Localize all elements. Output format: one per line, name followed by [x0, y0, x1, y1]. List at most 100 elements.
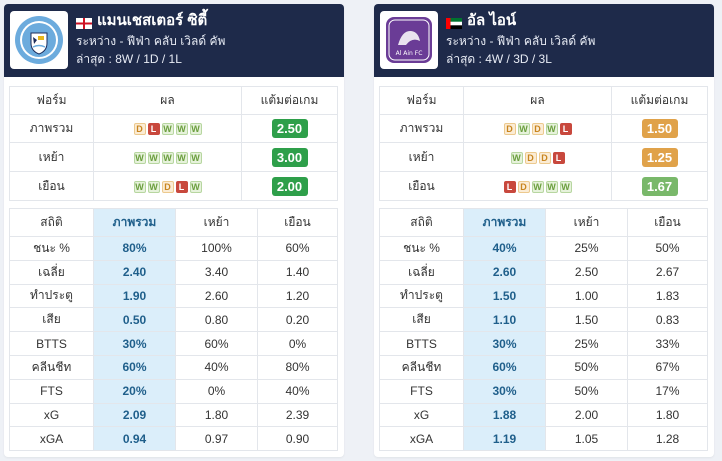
- stat-home: 2.00: [545, 402, 628, 428]
- svg-text:Al Ain FC: Al Ain FC: [396, 50, 423, 57]
- ppg-cell: 1.50: [611, 114, 708, 143]
- result-win-badge[interactable]: W: [133, 151, 146, 164]
- table-row: BTTS 30% 25% 33%: [379, 331, 708, 356]
- al-ain-crest-icon: Al Ain FC: [386, 17, 432, 63]
- stat-away: 2.67: [627, 259, 708, 285]
- stat-label: คลีนชีท: [9, 354, 94, 380]
- stat-overall: 1.10: [463, 307, 546, 333]
- stat-label: BTTS: [379, 331, 464, 356]
- stat-away: 0.83: [627, 307, 708, 333]
- result-draw-badge[interactable]: D: [531, 123, 544, 136]
- result-win-badge[interactable]: W: [133, 180, 146, 193]
- stat-overall: 40%: [463, 236, 546, 261]
- form-table: ฟอร์ม ผล แต้มต่อเกม ภาพรวม D W D W L 1.50 เหย้า…: [379, 86, 708, 201]
- table-row: ทำประตู 1.50 1.00 1.83: [379, 283, 708, 309]
- stat-away: 0.90: [257, 426, 338, 452]
- ppg-badge: 3.00: [271, 147, 308, 167]
- result-win-badge[interactable]: W: [531, 180, 544, 193]
- stat-away: 2.39: [257, 402, 338, 428]
- result-draw-badge[interactable]: D: [538, 151, 551, 164]
- team-logo[interactable]: Al Ain FC: [380, 11, 438, 69]
- result-win-badge[interactable]: W: [161, 151, 174, 164]
- home-header[interactable]: เหย้า: [545, 208, 628, 237]
- result-win-badge[interactable]: W: [175, 123, 188, 136]
- result-draw-badge[interactable]: D: [133, 123, 146, 136]
- stats-table: สถิติ ภาพรวม เหย้า เยือน ชนะ % 40% 25% 50% เ…: [379, 208, 708, 452]
- result-win-badge[interactable]: W: [189, 151, 202, 164]
- stat-overall: 0.50: [93, 307, 176, 333]
- result-draw-badge[interactable]: D: [161, 180, 174, 193]
- table-row: คลีนชีท 60% 40% 80%: [9, 354, 338, 380]
- stat-overall: 1.88: [463, 402, 546, 428]
- result-header: ผล: [93, 86, 242, 115]
- overall-header[interactable]: ภาพรวม: [93, 208, 176, 237]
- stat-away: 60%: [257, 236, 338, 261]
- table-row: เฉลี่ย 2.60 2.50 2.67: [379, 259, 708, 285]
- result-win-badge[interactable]: W: [517, 123, 530, 136]
- stat-home: 1.80: [175, 402, 258, 428]
- form-label: ภาพรวม: [9, 114, 94, 143]
- stat-away: 67%: [627, 354, 708, 380]
- stat-label: เฉลี่ย: [379, 259, 464, 285]
- stat-overall: 0.94: [93, 426, 176, 452]
- stat-overall: 30%: [463, 331, 546, 356]
- result-win-badge[interactable]: W: [147, 180, 160, 193]
- overall-header[interactable]: ภาพรวม: [463, 208, 546, 237]
- team-name[interactable]: แมนเชสเตอร์ ซิตี้: [97, 12, 208, 29]
- stat-home: 2.60: [175, 283, 258, 309]
- stat-away: 50%: [627, 236, 708, 261]
- result-draw-badge[interactable]: D: [524, 151, 537, 164]
- stat-home: 40%: [175, 354, 258, 380]
- result-loss-badge[interactable]: L: [175, 180, 188, 193]
- result-draw-badge[interactable]: D: [503, 123, 516, 136]
- table-row: เฉลี่ย 2.40 3.40 1.40: [9, 259, 338, 285]
- table-row: FTS 20% 0% 40%: [9, 378, 338, 404]
- stat-away: 1.83: [627, 283, 708, 309]
- result-win-badge[interactable]: W: [161, 123, 174, 136]
- result-loss-badge[interactable]: L: [503, 180, 516, 193]
- stat-overall: 60%: [93, 354, 176, 380]
- team-logo[interactable]: [10, 11, 68, 69]
- result-loss-badge[interactable]: L: [559, 123, 572, 136]
- last-results: ล่าสุด : 8W / 1D / 1L: [76, 52, 182, 66]
- stat-away: 1.28: [627, 426, 708, 452]
- result-win-badge[interactable]: W: [545, 180, 558, 193]
- result-win-badge[interactable]: W: [545, 123, 558, 136]
- stats-table: สถิติ ภาพรวม เหย้า เยือน ชนะ % 80% 100% 60%…: [9, 208, 338, 452]
- result-loss-badge[interactable]: L: [147, 123, 160, 136]
- result-draw-badge[interactable]: D: [517, 180, 530, 193]
- team-name-row: อัล ไอน์: [446, 12, 595, 30]
- away-header[interactable]: เยือน: [257, 208, 338, 237]
- result-loss-badge[interactable]: L: [552, 151, 565, 164]
- ppg-header: แต้มต่อเกม: [241, 86, 338, 115]
- table-row: เสีย 0.50 0.80 0.20: [9, 307, 338, 333]
- away-header[interactable]: เยือน: [627, 208, 708, 237]
- stat-label: xGA: [379, 426, 464, 452]
- result-win-badge[interactable]: W: [147, 151, 160, 164]
- stat-overall: 60%: [463, 354, 546, 380]
- stat-label: เสีย: [9, 307, 94, 333]
- stat-home: 2.50: [545, 259, 628, 285]
- result-win-badge[interactable]: W: [559, 180, 572, 193]
- result-win-badge[interactable]: W: [175, 151, 188, 164]
- ppg-cell: 1.67: [611, 171, 708, 201]
- result-win-badge[interactable]: W: [510, 151, 523, 164]
- stat-overall: 80%: [93, 236, 176, 261]
- ppg-header: แต้มต่อเกม: [611, 86, 708, 115]
- table-row: เสีย 1.10 1.50 0.83: [379, 307, 708, 333]
- form-table: ฟอร์ม ผล แต้มต่อเกม ภาพรวม D L W W W 2.50 เหย้า…: [9, 86, 338, 201]
- result-win-badge[interactable]: W: [189, 123, 202, 136]
- ppg-badge: 1.50: [641, 119, 678, 138]
- result-win-badge[interactable]: W: [189, 180, 202, 193]
- stat-home: 0.80: [175, 307, 258, 333]
- stat-label: BTTS: [9, 331, 94, 356]
- stat-home: 50%: [545, 354, 628, 380]
- stat-overall: 30%: [463, 378, 546, 404]
- team-name[interactable]: อัล ไอน์: [467, 12, 517, 29]
- home-header[interactable]: เหย้า: [175, 208, 258, 237]
